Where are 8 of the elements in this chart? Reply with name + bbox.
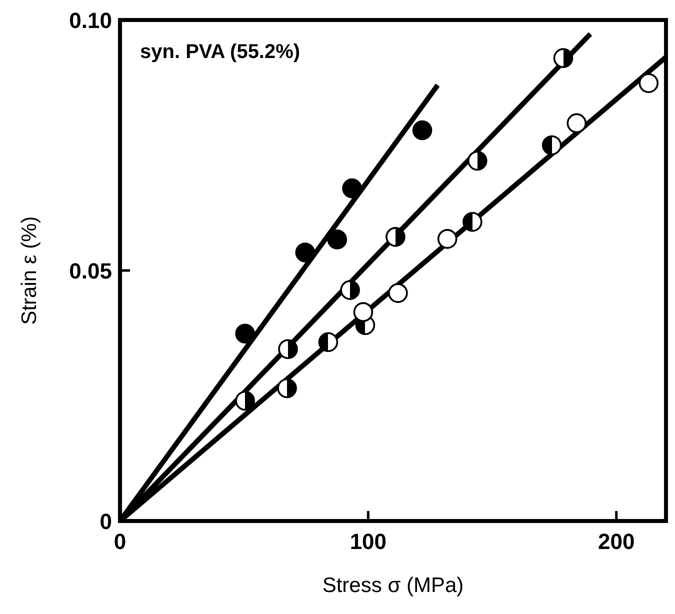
y-axis-title: Strain ε (%) <box>18 216 41 325</box>
x-axis-title: Stress σ (MPa) <box>322 574 464 597</box>
y-tick-label: 0.05 <box>69 258 112 284</box>
x-tick-label: 100 <box>350 529 387 554</box>
y-tick-label: 0.10 <box>69 8 112 33</box>
y-tick-label: 0 <box>100 508 112 534</box>
annotation: syn. PVA (55.2%) <box>140 41 300 63</box>
x-tick-label: 200 <box>598 529 635 554</box>
